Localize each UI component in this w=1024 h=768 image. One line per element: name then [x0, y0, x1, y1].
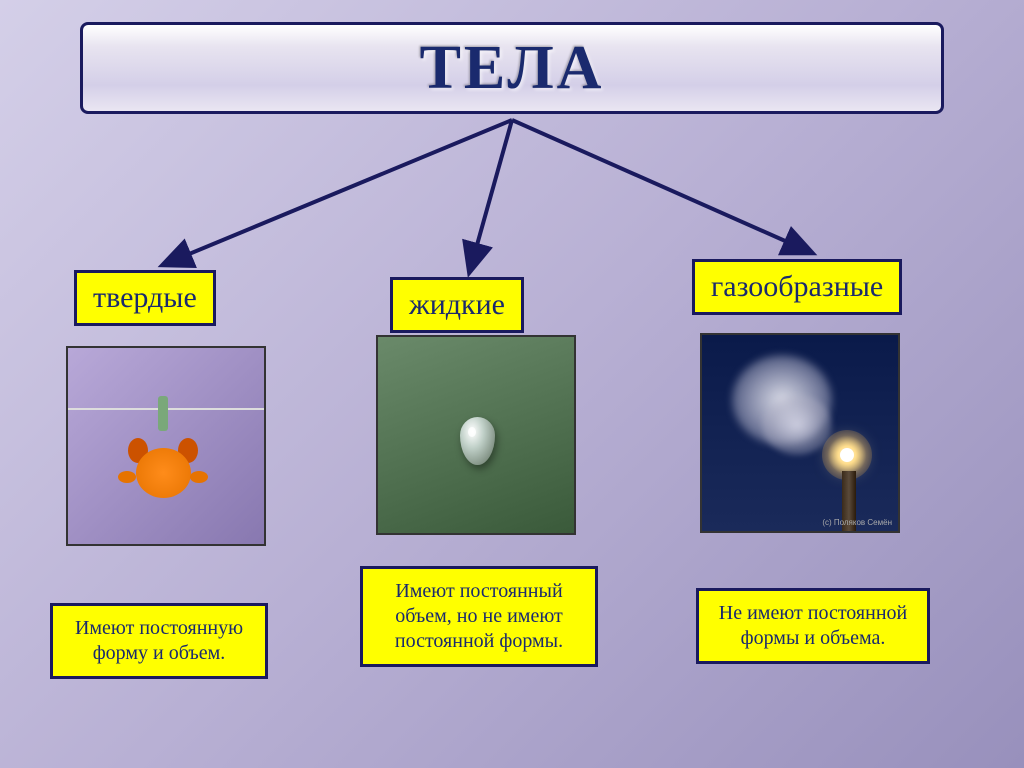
title-box: ТЕЛА — [80, 22, 944, 114]
description-solid: Имеют постоянную форму и объем. — [50, 603, 268, 679]
image-solid — [66, 346, 266, 546]
category-label-liquid: жидкие — [390, 277, 524, 333]
category-label-gas: газообразные — [692, 259, 902, 315]
category-label-solid: твердые — [74, 270, 216, 326]
image-copyright: (c) Поляков Семён — [822, 518, 892, 527]
description-liquid: Имеют постоянный объем, но не имеют пост… — [360, 566, 598, 667]
arrow-right — [512, 120, 810, 252]
description-gas: Не имеют постоянной формы и объема. — [696, 588, 930, 664]
smoke-icon — [702, 335, 898, 531]
plush-toy-icon — [118, 433, 208, 513]
arrow-left — [165, 120, 512, 264]
water-droplet-icon — [460, 417, 495, 465]
clothespin-icon — [158, 396, 168, 431]
image-gas: (c) Поляков Семён — [700, 333, 900, 533]
image-liquid — [376, 335, 576, 535]
page-title: ТЕЛА — [420, 33, 605, 104]
arrow-center — [470, 120, 512, 270]
